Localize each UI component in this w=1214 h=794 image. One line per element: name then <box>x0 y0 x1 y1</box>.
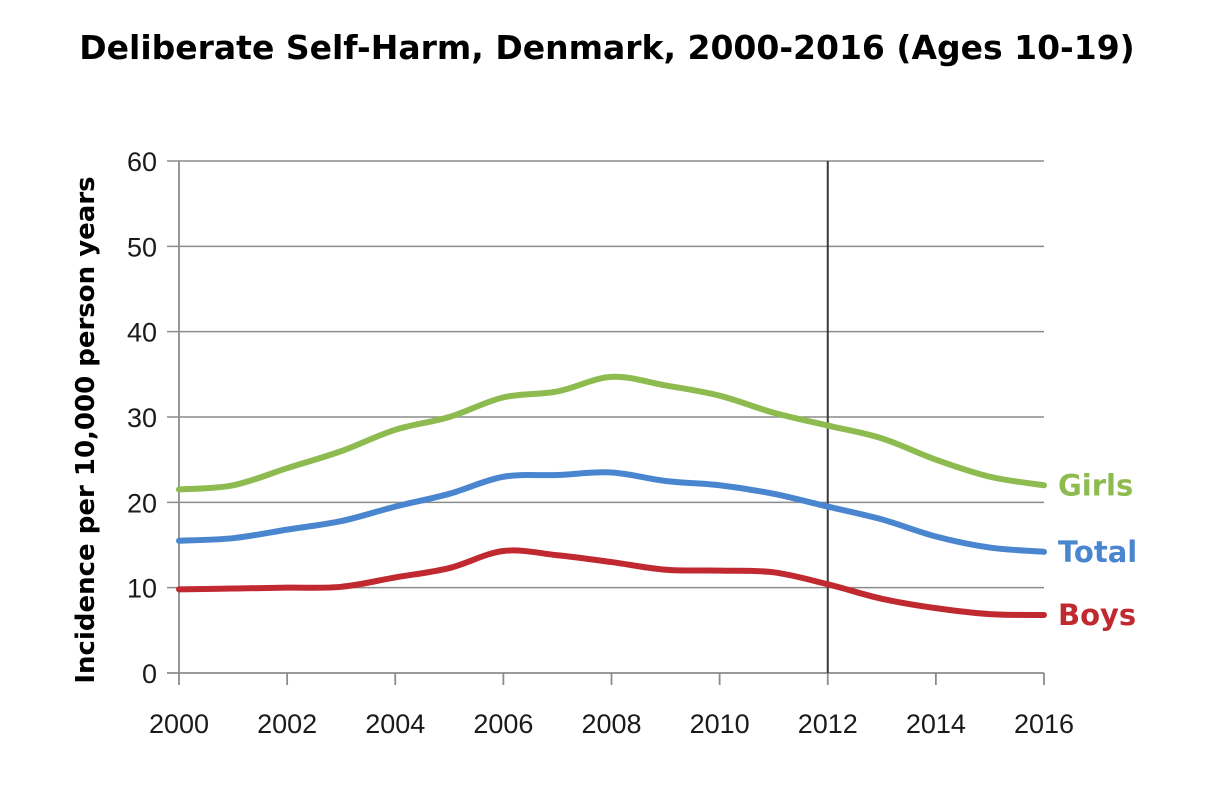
series-line-boys <box>176 547 1047 618</box>
chart-title: Deliberate Self-Harm, Denmark, 2000-2016… <box>79 28 1135 67</box>
x-tick-label: 2004 <box>365 709 425 739</box>
y-tick-label: 60 <box>127 147 157 177</box>
x-tick-label: 2000 <box>149 709 209 739</box>
x-tick-label: 2012 <box>798 709 858 739</box>
series-label-boys: Boys <box>1058 598 1136 632</box>
series-line-total <box>176 469 1047 555</box>
series-label-girls: Girls <box>1058 468 1133 502</box>
y-tick-label: 10 <box>127 574 157 604</box>
x-tick-label: 2002 <box>257 709 317 739</box>
series-line-girls <box>176 373 1047 493</box>
x-tick-label: 2008 <box>581 709 641 739</box>
x-tick-label: 2010 <box>690 709 750 739</box>
x-tick-label: 2016 <box>1014 709 1074 739</box>
x-tick-label: 2006 <box>473 709 533 739</box>
x-tick-labels: 2000 2002 2004 2006 2008 2010 2012 2014 2016 <box>149 709 1074 739</box>
y-tick-label: 20 <box>127 488 157 518</box>
y-tick-label: 30 <box>127 403 157 433</box>
gridlines <box>167 160 1044 589</box>
series-label-total: Total <box>1058 535 1137 569</box>
y-tick-labels: 0 10 20 30 40 50 60 <box>127 147 157 689</box>
series-lines <box>176 373 1047 618</box>
y-tick-label: 50 <box>127 232 157 262</box>
y-tick-label: 0 <box>142 659 157 689</box>
series-labels: Girls Total Boys <box>1058 468 1137 632</box>
y-axis-label: Incidence per 10,000 person years <box>71 176 101 683</box>
y-tick-label: 40 <box>127 318 157 348</box>
x-tick-label: 2014 <box>906 709 966 739</box>
